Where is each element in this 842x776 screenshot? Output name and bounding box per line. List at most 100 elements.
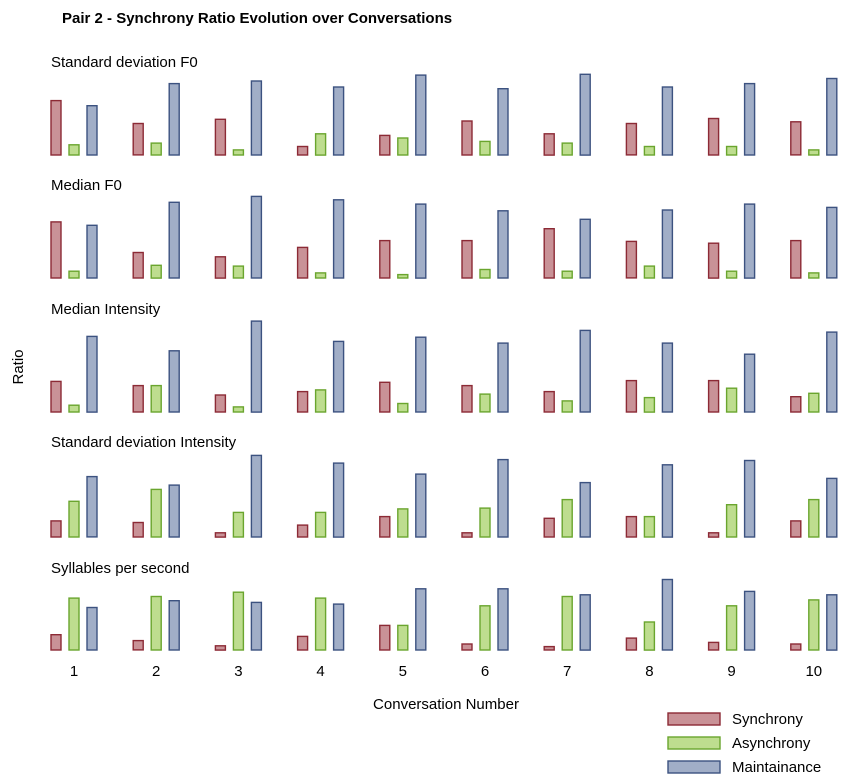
bar-maintainance-4 <box>332 603 345 651</box>
panel-title: Median Intensity <box>51 301 161 318</box>
bar-asynchrony-3 <box>232 265 245 279</box>
bar-synchrony-6 <box>461 384 473 413</box>
bar-maintainance-10 <box>826 477 838 538</box>
bar-maintainance-4 <box>332 199 345 279</box>
bar-synchrony-10 <box>790 396 802 413</box>
bar-maintainance-5 <box>415 74 427 156</box>
panel-title: Syllables per second <box>51 560 189 577</box>
bar-synchrony-8 <box>625 122 638 156</box>
bar-maintainance-9 <box>743 590 756 651</box>
bar-maintainance-3 <box>250 454 263 538</box>
legend-label: Synchrony <box>732 711 803 728</box>
bar-maintainance-2 <box>168 600 180 651</box>
bar-maintainance-1 <box>86 606 98 651</box>
bar-maintainance-7 <box>579 329 591 413</box>
legend-swatch <box>667 736 721 750</box>
bar-synchrony-10 <box>790 520 802 538</box>
bar-synchrony-5 <box>379 134 391 156</box>
bar-asynchrony-3 <box>232 511 245 538</box>
x-tick-labels: 1 2 3 4 5 6 7 8 9 10 <box>70 663 822 680</box>
bar-asynchrony-5 <box>397 624 409 651</box>
bar-maintainance-2 <box>168 350 180 413</box>
panel-1: Standard deviation F0 <box>50 54 838 156</box>
x-tick-label: 9 <box>727 663 735 680</box>
bar-asynchrony-8 <box>643 396 656 413</box>
legend-swatch <box>667 712 721 726</box>
bar-asynchrony-3 <box>232 406 245 413</box>
bar-maintainance-10 <box>826 331 838 413</box>
bar-maintainance-9 <box>743 203 756 279</box>
bar-maintainance-7 <box>579 481 591 538</box>
bar-synchrony-10 <box>790 239 802 279</box>
bar-maintainance-4 <box>332 462 345 538</box>
bar-synchrony-8 <box>625 515 638 538</box>
bar-synchrony-4 <box>296 246 309 279</box>
bar-maintainance-3 <box>250 320 263 413</box>
bar-synchrony-5 <box>379 624 391 651</box>
x-tick-label: 7 <box>563 663 571 680</box>
bar-asynchrony-1 <box>68 404 80 413</box>
bar-maintainance-5 <box>415 203 427 279</box>
bar-asynchrony-10 <box>808 599 820 651</box>
bar-asynchrony-3 <box>232 149 245 156</box>
bar-asynchrony-4 <box>314 389 327 413</box>
bar-asynchrony-9 <box>725 387 738 413</box>
bar-asynchrony-2 <box>150 142 162 156</box>
bar-maintainance-4 <box>332 86 345 156</box>
x-axis-label: Conversation Number <box>373 696 519 713</box>
legend-label: Maintainance <box>732 759 821 776</box>
bar-maintainance-7 <box>579 594 591 651</box>
x-tick-label: 6 <box>481 663 489 680</box>
bar-maintainance-1 <box>86 224 98 279</box>
bar-maintainance-7 <box>579 73 591 156</box>
bar-asynchrony-7 <box>561 595 573 651</box>
bar-asynchrony-1 <box>68 597 80 651</box>
bar-maintainance-8 <box>661 209 674 279</box>
bar-synchrony-9 <box>707 242 720 279</box>
bar-synchrony-2 <box>132 251 144 279</box>
x-tick-label: 4 <box>316 663 324 680</box>
bar-maintainance-6 <box>497 342 509 413</box>
bar-synchrony-10 <box>790 121 802 156</box>
bar-asynchrony-9 <box>725 605 738 651</box>
x-tick-label: 8 <box>645 663 653 680</box>
bar-maintainance-1 <box>86 335 98 413</box>
bar-asynchrony-6 <box>479 507 491 538</box>
bar-maintainance-10 <box>826 594 838 651</box>
bar-asynchrony-6 <box>479 140 491 156</box>
bar-asynchrony-9 <box>725 504 738 538</box>
bar-maintainance-9 <box>743 353 756 413</box>
bar-asynchrony-5 <box>397 137 409 156</box>
bar-synchrony-9 <box>707 641 720 651</box>
bar-synchrony-5 <box>379 239 391 279</box>
bar-synchrony-5 <box>379 515 391 538</box>
legend-item-synchrony: Synchrony <box>667 711 803 728</box>
bar-synchrony-1 <box>50 99 62 156</box>
x-tick-label: 3 <box>234 663 242 680</box>
panel-3: Median Intensity <box>50 301 838 413</box>
x-tick-label: 2 <box>152 663 160 680</box>
bar-maintainance-1 <box>86 104 98 156</box>
bar-synchrony-6 <box>461 239 473 279</box>
bar-asynchrony-2 <box>150 384 162 413</box>
panels: Standard deviation F0 Median F0 Median Int… <box>50 54 838 651</box>
bar-synchrony-6 <box>461 643 473 651</box>
bar-synchrony-4 <box>296 524 309 538</box>
legend-label: Asynchrony <box>732 735 811 752</box>
bar-synchrony-8 <box>625 379 638 413</box>
bar-maintainance-7 <box>579 218 591 279</box>
bar-maintainance-9 <box>743 82 756 156</box>
bar-asynchrony-2 <box>150 595 162 651</box>
bar-synchrony-2 <box>132 122 144 156</box>
legend-item-maintainance: Maintainance <box>667 759 821 776</box>
panel-5: Syllables per second <box>50 560 838 651</box>
bar-synchrony-8 <box>625 240 638 279</box>
bar-maintainance-2 <box>168 82 180 156</box>
bar-synchrony-1 <box>50 221 62 279</box>
bar-asynchrony-4 <box>314 272 327 279</box>
bar-maintainance-5 <box>415 473 427 538</box>
bar-asynchrony-6 <box>479 605 491 651</box>
bar-maintainance-6 <box>497 210 509 279</box>
bar-synchrony-1 <box>50 634 62 651</box>
